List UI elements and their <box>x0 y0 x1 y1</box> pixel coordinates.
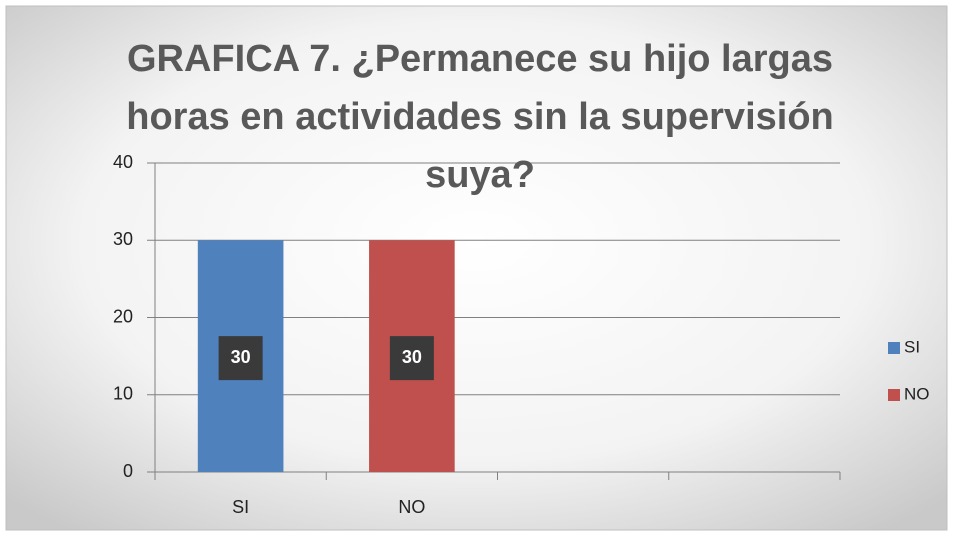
legend-swatch <box>888 342 900 354</box>
data-label-box <box>389 336 434 381</box>
legend-label: SI <box>904 337 920 356</box>
legend-swatch <box>888 389 900 401</box>
y-tick-label: 40 <box>113 152 133 172</box>
data-label: 30 <box>402 347 422 367</box>
chart-title: GRAFICA 7. ¿Permanece su hijo largas hor… <box>126 38 834 196</box>
y-tick-label: 20 <box>113 306 133 326</box>
chart-background <box>5 5 948 531</box>
y-tick-label: 10 <box>113 384 133 404</box>
data-label-box <box>218 336 263 381</box>
x-tick-label: SI <box>232 497 249 517</box>
legend-label: NO <box>904 384 930 403</box>
y-tick-label: 30 <box>113 229 133 249</box>
x-tick-label: NO <box>398 497 425 517</box>
data-label: 30 <box>231 347 251 367</box>
y-tick-label: 0 <box>123 461 133 481</box>
